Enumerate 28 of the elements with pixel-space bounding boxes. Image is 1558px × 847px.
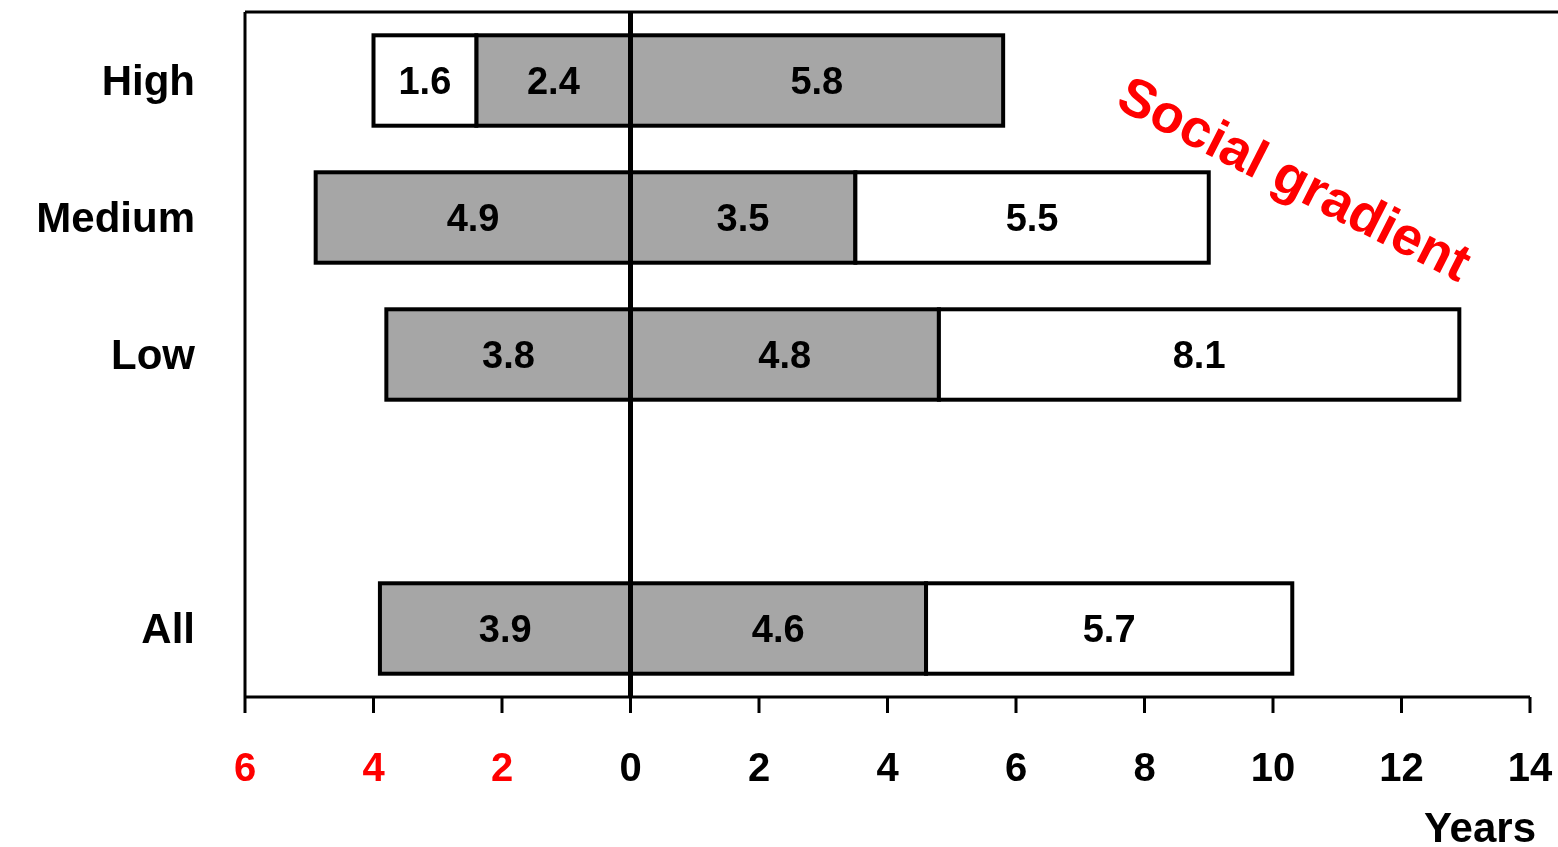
x-tick-label: 12 [1379,745,1424,789]
data-label: 3.9 [478,607,532,650]
data-label: 5.5 [1005,196,1059,239]
data-label: 2.4 [526,59,580,102]
x-tick-label: 6 [1004,745,1028,789]
x-tick-label: 0 [619,745,642,789]
y-tick-label: High [101,57,195,105]
y-tick-label: Medium [36,194,195,242]
x-tick-label: 8 [1133,745,1156,789]
data-label: 1.6 [398,59,452,102]
data-label: 4.8 [758,333,812,376]
y-tick-label: Low [111,331,196,379]
x-tick-label: 6 [233,745,257,789]
x-axis-title: Years [1423,804,1536,847]
data-label: 3.8 [482,333,535,376]
x-tick-label: 4 [876,745,900,789]
x-tick-label: 4 [362,745,386,789]
x-tick-label: 2 [490,745,514,789]
data-label: 8.1 [1172,333,1226,376]
x-tick-label: 14 [1507,745,1553,789]
y-tick-label: All [141,605,195,653]
data-label: 4.9 [446,196,500,239]
data-label: 4.6 [751,607,805,650]
x-tick-label: 10 [1250,745,1296,789]
data-label: 3.5 [716,196,770,239]
data-label: 5.7 [1082,607,1136,650]
x-tick-label: 2 [747,745,771,789]
data-label: 5.8 [790,59,844,102]
